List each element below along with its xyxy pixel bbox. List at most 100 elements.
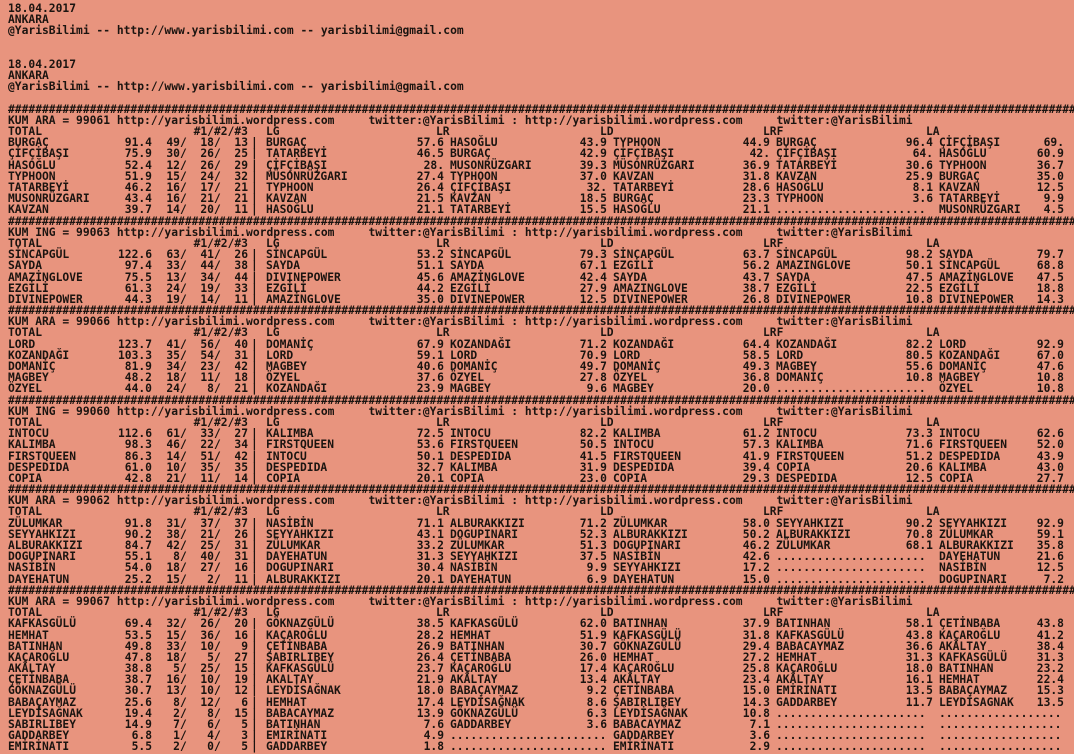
horse-name-lg: FIRSTQUEEN [266,438,335,452]
horse-name-lr: ÇİFÇİBAŞI [450,181,512,194]
lrf-value: 3.6 [749,729,770,743]
lr-value: 35.0 [416,292,444,306]
total-value: 91.4 [124,136,152,150]
lrf-value: 26.8 [742,292,770,306]
ld-value: 52.3 [579,527,607,541]
lrf-value: 29.4 [742,639,770,653]
total-value: 25.2 [124,572,152,586]
la-value: 96.4 [905,136,933,150]
ld-value: 39.3 [579,158,607,172]
col-header-lrf: LRF [763,415,784,429]
horse-name-la: NASİBİN [939,561,987,575]
horse-name-lrf: FIRSTQUEEN [776,449,845,463]
horse-name-la: TYPHOON [939,158,987,172]
horse-name-lg: ÖZYEL [266,371,301,385]
total-value: 90.2 [124,527,152,541]
column-divider: | [251,572,258,586]
stats-row: GADDARBEY 6.8 1/ 4/ 3 | EMIRİNATI 4.9.......… [0,729,1074,743]
horse-name-total: EZGİLİ [8,281,49,295]
trailing-value: 43.0 [1036,460,1064,474]
col-header-ld: LD [600,505,614,519]
lr-value: 33.2 [416,539,444,552]
column-divider: | [251,695,258,709]
horse-name-la: BURGAÇ [939,169,980,183]
stats-row: TATARBEYİ 46.2 16/ 17/ 21 | TYPHOON 26.4 ÇİFÇ… [0,181,1074,194]
horse-name-lg: EMIRİNATI [266,729,328,743]
lr-value: 26.4 [416,650,444,664]
horse-name-la: AMAZİNGLOVE [939,270,1014,284]
col-header-la: LA [926,236,940,250]
col-header-lrf: LRF [763,236,784,250]
col-header-places: #1/#2/#3 [193,125,248,139]
lr-value: 17.4 [416,695,444,709]
horse-name-total: NASİBİN [8,561,56,575]
lrf-value: 42. [749,147,770,161]
horse-name-lg: SAYDA [266,259,301,273]
place-stats: 14/ 51/ 42 [159,449,248,463]
stats-row: BATINHAN 49.8 33/ 10/ 9 | ÇETİNBABA 26.9 BATI… [0,639,1074,653]
trailing-value: 79.7 [1036,248,1064,262]
horse-name-lrf: GADDARBEY [776,695,838,709]
horse-name-lrf: SİNCAPGÜL [776,248,838,262]
horse-name-total: HASOĞLU [8,158,56,172]
place-stats: 1/ 4/ 3 [159,729,248,743]
stats-row: ALBURAKKIZI 84.7 42/ 25/ 31 | ZÜLUMKAR 33.2 Z… [0,539,1074,552]
horse-name-lrf: DESPEDIDA [776,471,838,485]
horse-name-la: SEYYAHKIZI [939,516,1008,530]
total-value: 91.8 [124,516,152,530]
lr-value: 23.9 [416,382,444,396]
horse-name-lg: DAYEHATUN [266,550,328,564]
horse-name-lrf: ...................... [776,718,926,731]
horse-name-lg: BATINHAN [266,718,321,731]
horse-name-la: KAVZAN [939,181,980,194]
horse-name-lrf: TYPHOON [776,192,824,206]
stats-row: FIRSTQUEEN 86.3 14/ 51/ 42 | INTOCU 50.1 DESP… [0,449,1074,463]
horse-name-la: KAÇAROĞLU [939,628,1001,642]
horse-name-total: TATARBEYİ [8,181,70,194]
column-divider: | [251,628,258,642]
ld-value: 27.8 [579,371,607,385]
horse-name-la: DIVINEPOWER [939,292,1014,306]
stats-row: SEYYAHKIZI 90.2 38/ 21/ 26 | SEYYAHKIZI 43.1… [0,527,1074,541]
horse-name-ld: MÜSONRÜZGARI [613,158,695,172]
kum-title-line: KUM ARA = 99061 http://yarisbilimi.wordp… [8,113,913,127]
horse-name-lrf: ...................... [776,203,926,217]
la-value: 51.2 [905,449,933,463]
horse-name-la: BABAÇAYMAZ [939,684,1008,698]
horse-name-lr: DOGUPINARI [450,527,519,541]
horse-name-lr: BURGAÇ [450,147,491,161]
column-header-row: TOTAL #1/#2/#3 LG LR LD LRF LA [0,607,1074,619]
lrf-value: 44.9 [742,136,770,150]
stats-row: EZGİLİ 61.3 24/ 19/ 33 | EZGİLİ 44.2 EZGİLİ 27… [0,281,1074,295]
ld-value: 23.0 [579,471,607,485]
lrf-value: 27.2 [742,650,770,664]
horse-name-ld: DOMANİÇ [613,360,661,373]
total-value: 47.8 [124,650,152,664]
ld-value: 51.9 [579,628,607,642]
column-divider: | [251,192,258,206]
horse-name-ld: GADDARBEY [613,729,675,743]
place-stats: 42/ 25/ 31 [159,539,248,552]
place-stats: 16/ 21/ 21 [159,192,248,206]
lr-value: 32.7 [416,460,444,474]
trailing-value: 14.3 [1036,292,1064,306]
horse-name-lr: KALIMBA [450,460,498,474]
horse-name-lrf: KOZANDAĞI [776,337,838,351]
blank-line [0,48,1074,59]
place-stats: 13/ 10/ 12 [159,684,248,698]
place-stats: 61/ 33/ 27 [159,427,248,441]
horse-name-total: ÖZYEL [8,382,43,396]
separator-line: ########################################… [8,393,1074,407]
ld-value: 41.5 [579,449,607,463]
horse-name-lr: HEMHAT [450,628,491,642]
lr-value: 27.4 [416,169,444,183]
ld-value: 12.5 [579,292,607,306]
horse-name-ld: ÖZYEL [613,371,648,385]
la-value: 80.5 [905,348,933,362]
stats-row: DOGUPINARI 55.1 8/ 40/ 31 | DAYEHATUN 31.3 SE… [0,550,1074,564]
la-value: 90.2 [905,516,933,530]
place-stats: 24/ 19/ 33 [159,281,248,295]
horse-name-lr: KAÇAROĞLU [450,662,512,676]
horse-name-lr: MUSONRÜZGARI [450,158,532,172]
horse-name-lr: ....................... [450,729,607,743]
